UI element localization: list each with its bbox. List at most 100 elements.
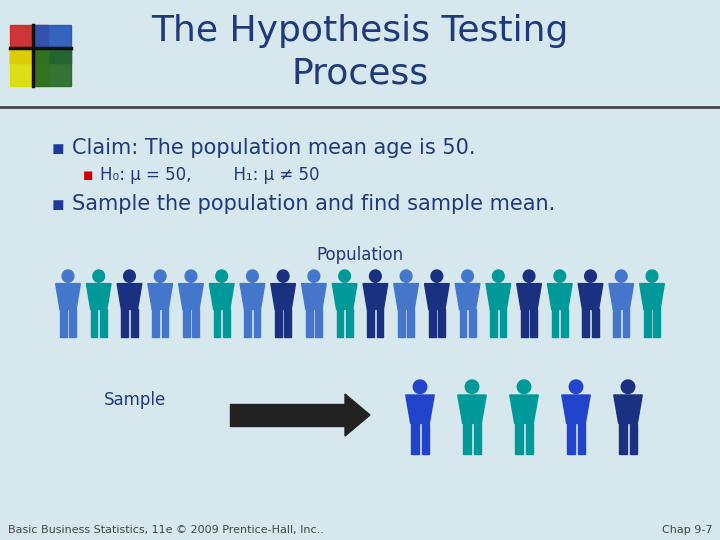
Polygon shape: [240, 284, 265, 309]
Bar: [336, 309, 343, 336]
Ellipse shape: [465, 380, 479, 394]
Bar: [577, 423, 585, 454]
Polygon shape: [406, 395, 434, 423]
Ellipse shape: [431, 270, 443, 282]
Text: Chap 9-7: Chap 9-7: [662, 525, 712, 535]
Bar: [552, 309, 559, 336]
Bar: [592, 309, 598, 336]
Bar: [463, 423, 470, 454]
Polygon shape: [639, 284, 665, 309]
Text: ◼: ◼: [52, 197, 64, 212]
Bar: [346, 309, 353, 336]
Polygon shape: [394, 284, 418, 309]
Bar: [223, 309, 230, 336]
Bar: [653, 309, 660, 336]
Ellipse shape: [585, 270, 596, 282]
Bar: [33, 48, 71, 86]
Bar: [421, 423, 429, 454]
Bar: [515, 423, 523, 454]
Bar: [69, 309, 76, 336]
Ellipse shape: [93, 270, 104, 282]
Bar: [561, 309, 568, 336]
Bar: [526, 423, 534, 454]
Ellipse shape: [400, 270, 412, 282]
Polygon shape: [510, 395, 539, 423]
Bar: [131, 309, 138, 336]
Bar: [629, 423, 637, 454]
Ellipse shape: [216, 270, 228, 282]
Bar: [275, 309, 282, 336]
Bar: [33, 25, 71, 63]
Ellipse shape: [492, 270, 504, 282]
Bar: [183, 309, 189, 336]
Polygon shape: [117, 284, 142, 309]
Bar: [122, 309, 128, 336]
Polygon shape: [179, 284, 203, 309]
Ellipse shape: [462, 270, 474, 282]
Bar: [377, 309, 384, 336]
Polygon shape: [55, 284, 81, 309]
Ellipse shape: [554, 270, 566, 282]
Bar: [192, 309, 199, 336]
Ellipse shape: [517, 380, 531, 394]
Bar: [490, 309, 497, 336]
Bar: [161, 309, 168, 336]
Ellipse shape: [339, 270, 351, 282]
Bar: [100, 309, 107, 336]
Polygon shape: [578, 284, 603, 309]
Ellipse shape: [154, 270, 166, 282]
Bar: [91, 309, 97, 336]
Polygon shape: [86, 284, 111, 309]
Bar: [367, 309, 374, 336]
Bar: [10, 25, 48, 63]
Ellipse shape: [616, 270, 627, 282]
Text: The Hypothesis Testing
Process: The Hypothesis Testing Process: [151, 14, 569, 90]
Ellipse shape: [246, 270, 258, 282]
Bar: [253, 309, 261, 336]
Text: ◼: ◼: [52, 140, 64, 156]
Bar: [531, 309, 537, 336]
Ellipse shape: [646, 270, 658, 282]
Polygon shape: [333, 284, 357, 309]
Ellipse shape: [621, 380, 635, 394]
Text: Population: Population: [316, 246, 404, 264]
Polygon shape: [210, 284, 234, 309]
Bar: [315, 309, 322, 336]
Text: Sample: Sample: [104, 391, 166, 409]
Bar: [214, 309, 220, 336]
Polygon shape: [547, 284, 572, 309]
Ellipse shape: [523, 270, 535, 282]
Text: ◼: ◼: [83, 168, 93, 181]
Bar: [429, 309, 436, 336]
Ellipse shape: [277, 270, 289, 282]
Polygon shape: [609, 284, 634, 309]
Polygon shape: [517, 284, 541, 309]
Bar: [244, 309, 251, 336]
Bar: [398, 309, 405, 336]
Text: Sample the population and find sample mean.: Sample the population and find sample me…: [72, 194, 555, 214]
Polygon shape: [302, 284, 326, 309]
Bar: [500, 309, 506, 336]
Bar: [306, 309, 312, 336]
Bar: [613, 309, 620, 336]
Bar: [459, 309, 467, 336]
Polygon shape: [458, 395, 486, 423]
Bar: [582, 309, 589, 336]
Bar: [10, 48, 48, 86]
Bar: [152, 309, 159, 336]
Bar: [410, 423, 418, 454]
Bar: [623, 309, 629, 336]
Bar: [438, 309, 445, 336]
Bar: [618, 423, 626, 454]
Polygon shape: [425, 284, 449, 309]
Bar: [408, 309, 414, 336]
Polygon shape: [363, 284, 387, 309]
Text: Basic Business Statistics, 11e © 2009 Prentice-Hall, Inc..: Basic Business Statistics, 11e © 2009 Pr…: [8, 525, 324, 535]
Ellipse shape: [570, 380, 582, 394]
Polygon shape: [562, 395, 590, 423]
Ellipse shape: [124, 270, 135, 282]
Ellipse shape: [369, 270, 381, 282]
Bar: [644, 309, 651, 336]
Polygon shape: [148, 284, 173, 309]
Ellipse shape: [413, 380, 427, 394]
